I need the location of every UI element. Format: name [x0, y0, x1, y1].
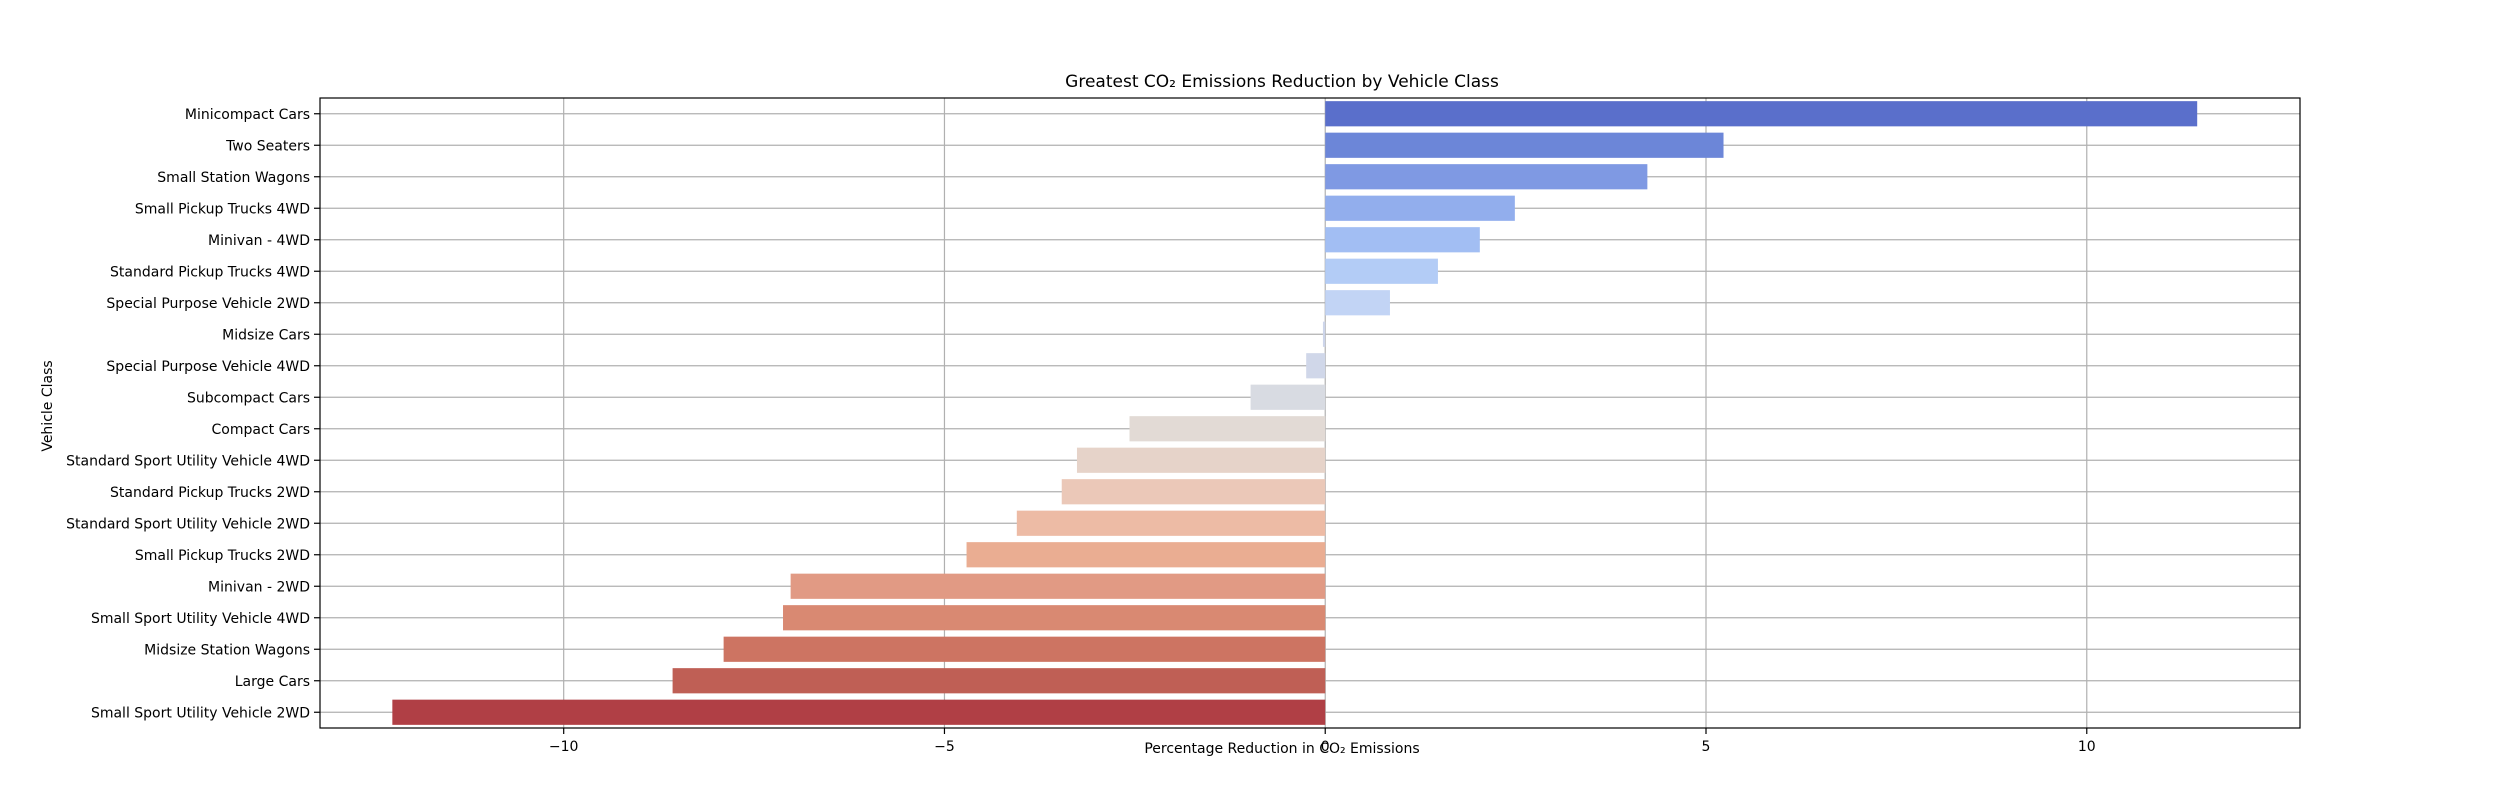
y-tick-label: Minivan - 2WD	[208, 579, 310, 595]
y-tick-label: Large Cars	[235, 674, 310, 690]
bar	[392, 699, 1326, 725]
y-tick-label: Standard Sport Utility Vehicle 2WD	[66, 516, 310, 532]
plot-frame	[319, 97, 2301, 729]
y-tick-label: Minivan - 4WD	[208, 233, 310, 249]
chart-title: Greatest CO₂ Emissions Reduction by Vehi…	[1065, 72, 1499, 92]
y-tick-label: Minicompact Cars	[185, 107, 310, 123]
y-tick-label: Compact Cars	[212, 422, 311, 438]
bar	[1076, 447, 1326, 473]
bar	[1325, 101, 2198, 127]
bar	[790, 573, 1326, 599]
y-tick-label: Small Station Wagons	[157, 170, 310, 186]
y-tick-label: Small Sport Utility Vehicle 2WD	[91, 705, 310, 721]
x-tick-label: 5	[1702, 739, 1711, 755]
y-tick-label: Subcompact Cars	[187, 390, 310, 406]
y-tick-label: Special Purpose Vehicle 4WD	[106, 359, 310, 375]
x-tick-label: −5	[934, 739, 955, 755]
y-tick-label: Two Seaters	[225, 138, 310, 154]
bar	[723, 636, 1326, 662]
bar	[1061, 479, 1326, 505]
bar	[1325, 258, 1438, 284]
x-axis-label: Percentage Reduction in CO₂ Emissions	[1144, 741, 1419, 757]
y-tick-label: Small Sport Utility Vehicle 4WD	[91, 611, 310, 627]
bar	[966, 542, 1326, 568]
bars	[392, 101, 2198, 725]
x-tick-label: 10	[2078, 739, 2096, 755]
y-tick-label: Midsize Station Wagons	[144, 642, 310, 658]
y-tick-label: Special Purpose Vehicle 2WD	[106, 296, 310, 312]
bar	[1306, 353, 1326, 379]
bar	[783, 605, 1326, 631]
bar	[672, 668, 1326, 694]
y-tick-label: Midsize Cars	[222, 327, 310, 343]
bar	[1325, 227, 1480, 253]
y-axis-label: Vehicle Class	[40, 360, 56, 451]
y-tick-label: Small Pickup Trucks 2WD	[135, 548, 310, 564]
bar	[1129, 416, 1326, 442]
y-tick-label: Standard Pickup Trucks 2WD	[110, 485, 310, 501]
x-tick-label: 0	[1321, 739, 1330, 755]
bar	[1016, 510, 1326, 536]
bar	[1325, 132, 1724, 158]
bar	[1325, 290, 1390, 316]
y-axis-ticks: Minicompact Cars Two Seaters Small Station…	[66, 107, 320, 721]
y-tick-label: Standard Pickup Trucks 4WD	[110, 264, 310, 280]
x-axis-ticks: −10 −5 0 5 10	[549, 728, 2096, 755]
y-tick-label: Standard Sport Utility Vehicle 4WD	[66, 453, 310, 469]
x-tick-label: −10	[549, 739, 579, 755]
bar	[1325, 195, 1515, 221]
bar	[1322, 321, 1326, 347]
bar	[1325, 164, 1648, 190]
bar	[1250, 384, 1326, 410]
y-tick-label: Small Pickup Trucks 4WD	[135, 201, 310, 217]
